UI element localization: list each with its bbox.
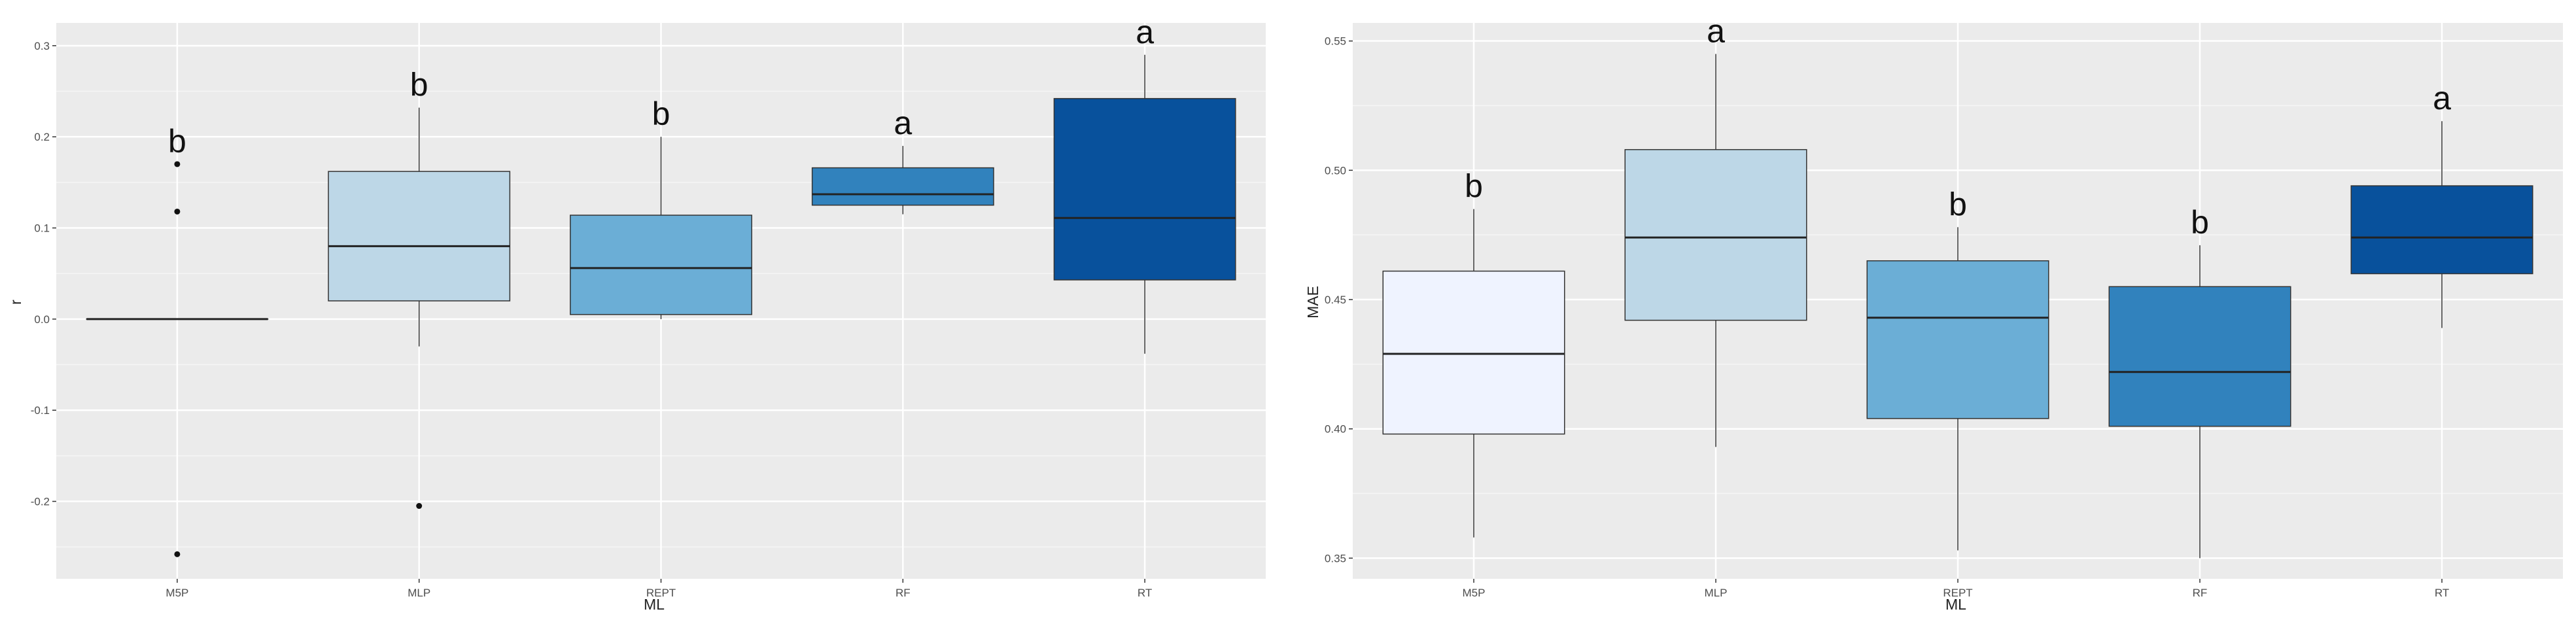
box-m5p: b xyxy=(1382,168,1565,538)
y-tick-label: 0.0 xyxy=(34,313,50,326)
x-tick-label: MLP xyxy=(1705,587,1728,599)
significance-letter: b xyxy=(1949,186,1967,222)
significance-letter: b xyxy=(2191,204,2209,241)
y-tick-label: 0.1 xyxy=(34,222,50,235)
box-m5p: b xyxy=(86,123,269,557)
y-tick-label: 0.55 xyxy=(1325,35,1346,48)
y-axis-title: r xyxy=(7,300,24,305)
x-tick-label: M5P xyxy=(1463,587,1486,599)
box-rect xyxy=(811,167,994,206)
x-tick-label: RF xyxy=(896,587,911,599)
y-tick-label: -0.2 xyxy=(31,496,50,508)
box-rt: a xyxy=(1053,14,1236,354)
panel-correlation: 0.30.20.10.0-0.1-0.2bM5PbMLPbREPTaRFaRT … xyxy=(7,14,1266,613)
x-tick-label: REPT xyxy=(646,587,676,599)
outlier-point xyxy=(416,503,423,509)
significance-letter: a xyxy=(1707,12,1725,49)
y-tick-label: 0.2 xyxy=(34,131,50,143)
box-rept: b xyxy=(1866,186,2049,551)
box-rect xyxy=(328,171,511,302)
plot-area: 0.55 0.50 0.45 0.40 0.35 b M5P a MLP b REPT b RF a RT xyxy=(1325,12,2563,599)
y-tick-label: 0.35 xyxy=(1325,552,1346,564)
y-tick-label: 0.50 xyxy=(1325,164,1346,177)
box-rept: b xyxy=(570,95,752,319)
significance-letter: b xyxy=(1465,168,1483,205)
significance-letter: a xyxy=(2433,80,2451,116)
x-tick-label: RF xyxy=(2193,587,2208,599)
significance-letter: b xyxy=(652,95,670,132)
outlier-point xyxy=(174,161,181,167)
y-axis-title: MAE xyxy=(1304,286,1321,319)
significance-letter: b xyxy=(410,67,428,103)
x-axis-title: ML xyxy=(644,596,665,613)
outlier-point xyxy=(174,208,181,215)
box-rf: b xyxy=(2108,204,2291,559)
y-tick-label: -0.1 xyxy=(31,404,50,417)
box-rect xyxy=(1624,148,1807,321)
box-rect xyxy=(2350,185,2533,275)
x-axis-title: ML xyxy=(1945,596,1966,613)
x-tick-label: RT xyxy=(2435,587,2449,599)
x-tick-label: REPT xyxy=(1943,587,1972,599)
box-mlp: b xyxy=(328,67,511,509)
box-mlp: a xyxy=(1624,12,1807,447)
outlier-point xyxy=(174,551,181,557)
y-tick-label: 0.3 xyxy=(34,40,50,52)
significance-letter: a xyxy=(1136,14,1154,50)
y-tick-label: 0.40 xyxy=(1325,423,1346,436)
plot-area: 0.3 0.2 0.1 0.0 -0.1 -0.2 b M5P b MLP b REPT a RF a RT xyxy=(31,14,1266,599)
box-rt: a xyxy=(2350,80,2533,328)
x-tick-label: M5P xyxy=(165,587,188,599)
x-tick-label: MLP xyxy=(408,587,430,599)
panel-mae: 0.550.500.450.400.35bM5PaMLPbREPTbRFaRT … xyxy=(1304,12,2563,613)
x-tick-label: RT xyxy=(1138,587,1152,599)
box-rf: a xyxy=(811,105,994,215)
box-rect xyxy=(1382,270,1565,435)
y-tick-label: 0.45 xyxy=(1325,294,1346,306)
significance-letter: a xyxy=(894,105,912,141)
box-rect xyxy=(1053,97,1236,281)
box-rect xyxy=(2108,286,2291,427)
box-rect xyxy=(1866,260,2049,419)
box-rect xyxy=(570,215,752,315)
significance-letter: b xyxy=(168,123,186,160)
